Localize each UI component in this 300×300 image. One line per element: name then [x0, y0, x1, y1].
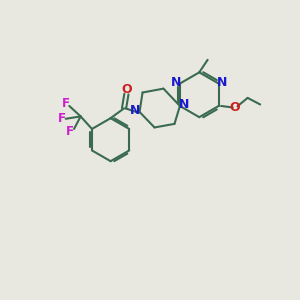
Text: O: O [121, 83, 132, 96]
Text: N: N [179, 98, 189, 111]
Text: O: O [230, 101, 240, 114]
Text: F: F [58, 112, 65, 125]
Text: N: N [171, 76, 181, 89]
Text: F: F [66, 125, 74, 138]
Text: N: N [130, 104, 141, 117]
Text: F: F [62, 97, 70, 110]
Text: N: N [217, 76, 227, 89]
